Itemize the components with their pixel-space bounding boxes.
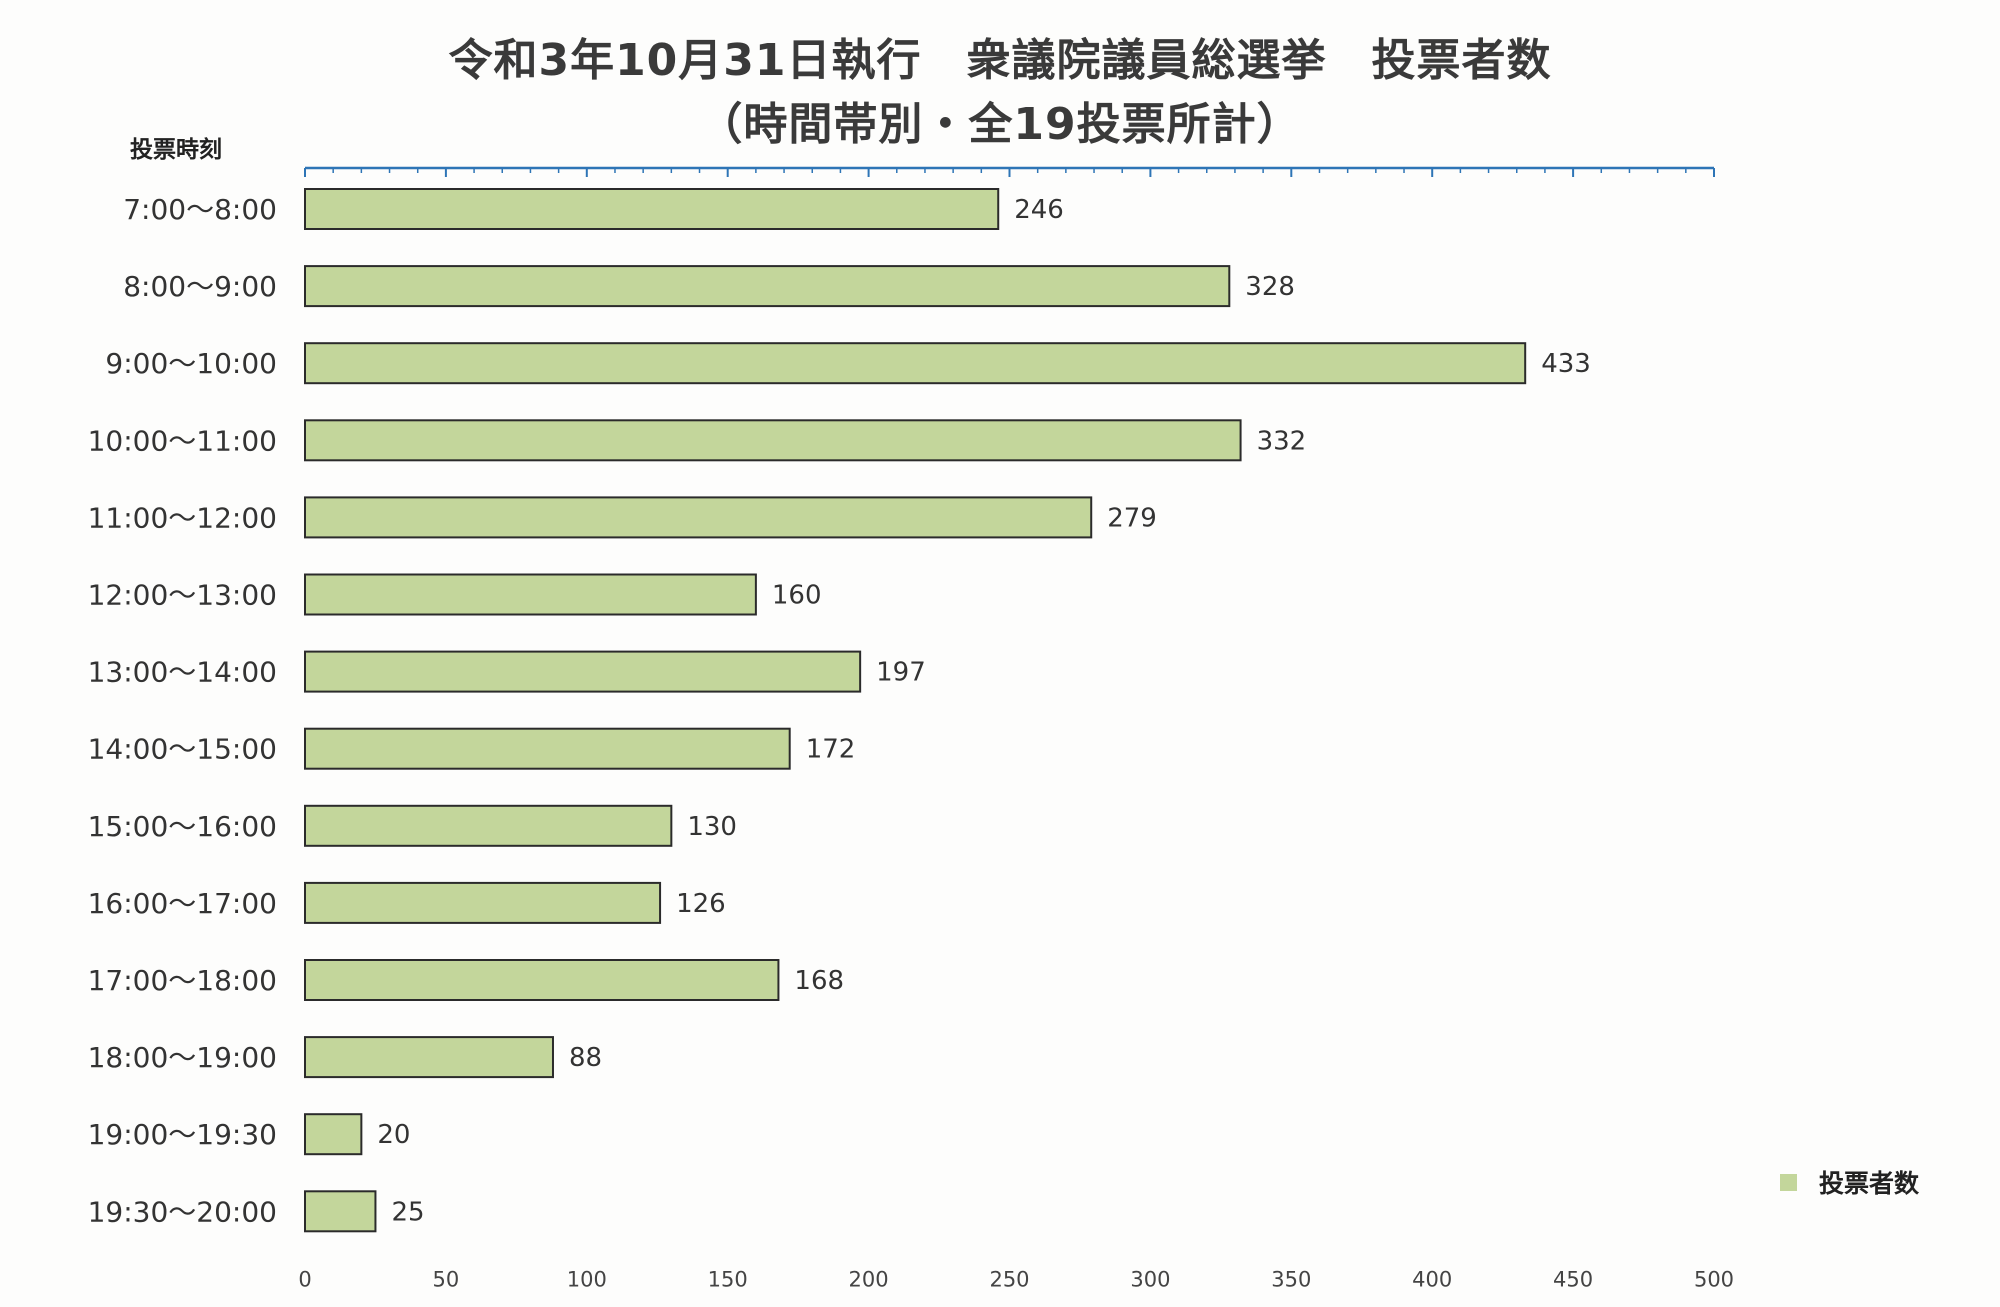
- data-label: 168: [794, 966, 844, 996]
- category-label: 18:00～19:00: [88, 1041, 277, 1074]
- data-label: 279: [1107, 503, 1157, 533]
- x-tick-label: 450: [1553, 1267, 1593, 1291]
- x-tick-label: 150: [708, 1267, 748, 1291]
- category-label: 19:30～20:00: [88, 1195, 277, 1228]
- bar: [304, 188, 1000, 230]
- data-label: 328: [1245, 272, 1295, 302]
- x-tick-label: 50: [433, 1267, 460, 1291]
- bar: [304, 650, 862, 693]
- chart-title: 令和3年10月31日執行 衆議院議員総選挙 投票者数: [448, 35, 1552, 86]
- x-tick-label: 100: [567, 1267, 607, 1291]
- bar: [304, 1036, 554, 1079]
- x-tick-label: 0: [298, 1267, 311, 1291]
- data-label: 126: [676, 889, 726, 919]
- data-label: 25: [391, 1197, 424, 1227]
- category-label: 17:00～18:00: [88, 964, 277, 997]
- bar: [304, 1113, 363, 1156]
- x-tick-label: 500: [1694, 1267, 1734, 1291]
- bar: [304, 265, 1231, 308]
- data-label: 172: [806, 735, 856, 765]
- bar: [304, 727, 791, 770]
- data-label: 130: [687, 812, 737, 842]
- bar: [304, 804, 673, 847]
- x-tick-label: 300: [1130, 1267, 1170, 1291]
- bar: [304, 419, 1242, 462]
- category-label: 10:00～11:00: [88, 424, 277, 457]
- x-tick-label: 200: [849, 1267, 889, 1291]
- x-tick-label: 250: [989, 1267, 1029, 1291]
- data-label: 332: [1257, 426, 1307, 456]
- data-label: 197: [876, 658, 926, 688]
- category-label: 7:00～8:00: [123, 193, 277, 226]
- data-label: 88: [569, 1043, 602, 1073]
- chart-subtitle: （時間帯別・全19投票所計）: [698, 99, 1302, 150]
- category-label: 11:00～12:00: [88, 501, 277, 534]
- data-label: 433: [1541, 349, 1591, 379]
- category-label: 14:00～15:00: [88, 733, 277, 766]
- bar: [304, 1190, 377, 1233]
- category-label: 16:00～17:00: [88, 887, 277, 920]
- category-label: 12:00～13:00: [88, 579, 277, 612]
- x-tick-label: 350: [1271, 1267, 1311, 1291]
- category-label: 9:00～10:00: [105, 347, 277, 380]
- category-label: 19:00～19:30: [88, 1118, 277, 1151]
- bar: [304, 342, 1527, 385]
- data-label: 160: [772, 581, 822, 611]
- category-label: 13:00～14:00: [88, 656, 277, 689]
- data-label: 246: [1014, 195, 1064, 225]
- category-label: 15:00～16:00: [88, 810, 277, 843]
- data-label: 20: [377, 1120, 410, 1150]
- bar: [304, 573, 757, 616]
- legend: 投票者数: [1780, 1164, 1919, 1200]
- bar: [304, 881, 662, 924]
- x-tick-label: 400: [1412, 1267, 1452, 1291]
- legend-label: 投票者数: [1819, 1169, 1920, 1198]
- y-axis-label: 投票時刻: [130, 137, 222, 163]
- bar: [304, 959, 780, 1001]
- category-label: 8:00～9:00: [123, 270, 277, 303]
- bar: [304, 496, 1093, 539]
- legend-swatch: [1780, 1173, 1797, 1191]
